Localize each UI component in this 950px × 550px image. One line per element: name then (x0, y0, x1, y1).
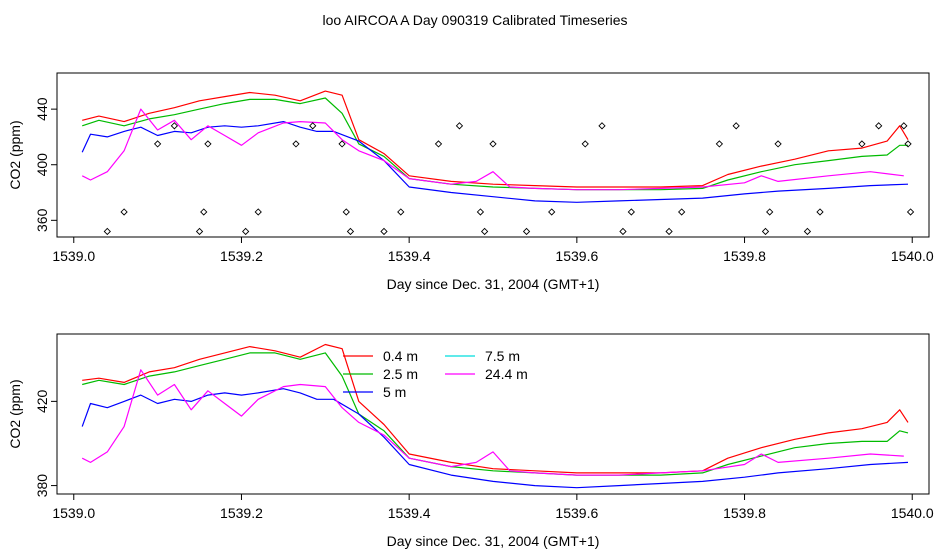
diamond-marker (732, 122, 740, 130)
bottom-panel: 1539.0 1539.2 1539.4 1539.6 1539.8 1540.0 380… (7, 333, 934, 549)
diamond-marker (342, 208, 350, 216)
diamond-marker (434, 140, 443, 148)
diamond-marker (170, 122, 179, 130)
bottom-x-tick-label: 1539.8 (723, 505, 766, 521)
legend-label: 5 m (383, 384, 406, 400)
legend: 0.4 m 2.5 m 5 m 7.5 m 24.4 m (343, 348, 528, 400)
diamond-marker (906, 208, 915, 216)
top-series-line-h2_5 (82, 97, 908, 191)
diamond-marker (858, 140, 866, 148)
top-markers (103, 122, 915, 236)
top-y-tick-label: 400 (34, 153, 50, 177)
diamond-marker (665, 227, 673, 236)
diamond-marker (803, 227, 812, 236)
legend-label: 0.4 m (383, 348, 418, 364)
bottom-series-line-h0_4 (82, 343, 909, 474)
top-plot-frame (56, 72, 930, 238)
bottom-plot-frame (56, 333, 930, 495)
diamond-marker (774, 140, 782, 148)
diamond-marker (715, 140, 724, 148)
bottom-series-line-h24_4 (81, 369, 904, 476)
top-series-lines (81, 90, 909, 203)
top-x-tick-label: 1539.4 (388, 248, 431, 264)
top-x-axis: 1539.0 1539.2 1539.4 1539.6 1539.8 1540.0 (52, 237, 934, 264)
bottom-x-tick-label: 1540.0 (891, 505, 934, 521)
diamond-marker (522, 227, 531, 236)
top-x-tick-label: 1540.0 (891, 248, 934, 264)
diamond-marker (200, 208, 208, 216)
top-x-tick-label: 1539.2 (220, 248, 263, 264)
bottom-y-tick-label: 380 (34, 474, 50, 498)
diamond-marker (103, 227, 111, 236)
diamond-marker (480, 227, 489, 236)
diamond-marker (816, 208, 824, 216)
top-y-tick-label: 360 (34, 208, 50, 232)
top-series-line-h0_4 (82, 90, 909, 188)
diamond-marker (338, 140, 346, 148)
bottom-series-lines (81, 343, 909, 489)
diamond-marker (548, 208, 556, 216)
legend-label: 2.5 m (383, 366, 418, 382)
diamond-marker (120, 208, 128, 216)
diamond-marker (619, 227, 627, 236)
figure-title: loo AIRCOA A Day 090319 Calibrated Times… (322, 12, 627, 28)
diamond-marker (153, 140, 162, 148)
top-y-axis-label: CO2 (ppm) (7, 120, 23, 189)
top-panel: 1539.0 1539.2 1539.4 1539.6 1539.8 1540.0 360… (7, 72, 934, 292)
diamond-marker (204, 140, 212, 148)
top-series-line-h24_4 (81, 108, 904, 191)
legend-label: 7.5 m (485, 348, 520, 364)
diamond-marker (489, 140, 497, 148)
diamond-marker (875, 122, 883, 130)
diamond-marker (627, 208, 635, 216)
bottom-x-tick-label: 1539.4 (388, 505, 431, 521)
top-x-axis-label: Day since Dec. 31, 2004 (GMT+1) (387, 276, 600, 292)
top-x-tick-label: 1539.8 (723, 248, 766, 264)
diamond-marker (397, 208, 405, 216)
diamond-marker (900, 122, 908, 130)
diamond-marker (242, 227, 250, 236)
bottom-y-axis: 380 420 (34, 389, 57, 497)
bottom-x-tick-label: 1539.0 (52, 505, 95, 521)
diamond-marker (766, 208, 774, 216)
diamond-marker (678, 208, 686, 216)
top-x-tick-label: 1539.0 (52, 248, 95, 264)
diamond-marker (455, 122, 464, 130)
diamond-marker (476, 208, 485, 216)
bottom-x-tick-label: 1539.6 (555, 505, 598, 521)
bottom-x-axis-label: Day since Dec. 31, 2004 (GMT+1) (387, 533, 600, 549)
diamond-marker (904, 140, 912, 148)
bottom-x-tick-label: 1539.2 (220, 505, 263, 521)
top-y-axis: 360 400 440 (34, 97, 57, 232)
bottom-y-tick-label: 420 (34, 389, 50, 413)
diamond-marker (380, 227, 388, 236)
diamond-marker (254, 208, 262, 216)
diamond-marker (346, 227, 355, 236)
bottom-y-axis-label: CO2 (ppm) (7, 379, 23, 448)
legend-label: 24.4 m (485, 366, 528, 382)
diamond-marker (292, 140, 300, 148)
diamond-marker (309, 122, 317, 130)
diamond-marker (581, 140, 589, 148)
diamond-marker (761, 227, 770, 236)
diamond-marker (195, 227, 204, 236)
diamond-marker (598, 122, 606, 130)
bottom-series-line-h5 (81, 388, 909, 489)
bottom-x-axis: 1539.0 1539.2 1539.4 1539.6 1539.8 1540.0 (52, 494, 934, 521)
top-x-tick-label: 1539.6 (555, 248, 598, 264)
top-y-tick-label: 440 (34, 97, 50, 121)
